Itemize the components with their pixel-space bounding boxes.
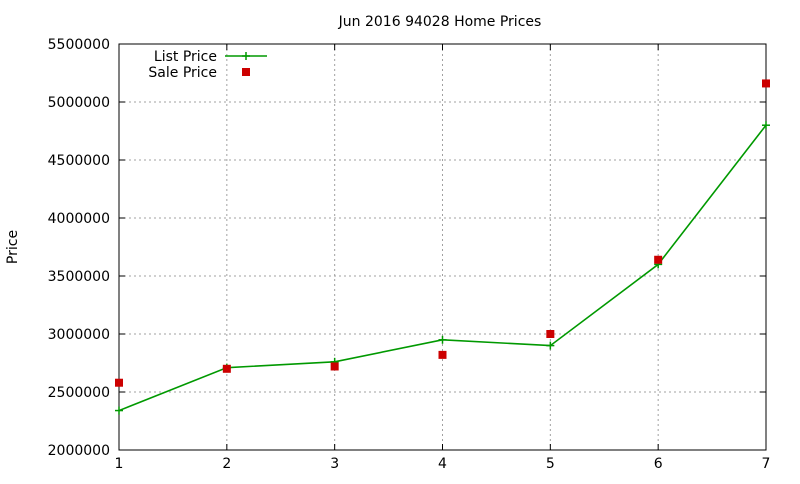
data-point-square — [330, 362, 339, 371]
y-tick-label: 4000000 — [48, 211, 110, 227]
data-point-square — [654, 255, 663, 264]
series — [115, 79, 770, 415]
series-sale-price — [115, 79, 770, 387]
data-point-square — [762, 79, 770, 88]
data-point-square — [242, 68, 250, 76]
series-line — [118, 124, 767, 412]
axes: 1 2 3 4 5 6 7 2000000 2500000 3000000 3500000 40000… — [48, 37, 771, 472]
y-tick-label: 5000000 — [48, 95, 110, 111]
data-point-square — [115, 378, 123, 387]
chart-title: Jun 2016 94028 Home Prices — [338, 14, 542, 30]
legend-label: Sale Price — [148, 65, 217, 81]
x-tick-label: 3 — [330, 456, 339, 472]
data-point-plus — [546, 341, 555, 350]
data-point-square — [438, 350, 447, 359]
x-tick-label: 6 — [654, 456, 663, 472]
data-point-plus — [242, 52, 250, 60]
y-tick-label: 2000000 — [48, 443, 110, 459]
data-point-plus — [438, 335, 447, 344]
x-tick-label: 5 — [546, 456, 555, 472]
y-tick-label: 3500000 — [48, 269, 110, 285]
grid — [119, 44, 766, 450]
legend-entry: List Price — [154, 49, 267, 65]
y-tick-label: 5500000 — [48, 37, 110, 53]
legend-label: List Price — [154, 49, 217, 65]
y-tick-label: 3000000 — [48, 327, 110, 343]
data-point-plus — [762, 121, 770, 130]
x-tick-label: 7 — [762, 456, 771, 472]
x-tick-label: 1 — [115, 456, 124, 472]
legend-entry: Sale Price — [148, 65, 250, 81]
x-tick-label: 4 — [438, 456, 447, 472]
y-tick-label: 2500000 — [48, 385, 110, 401]
y-tick-label: 4500000 — [48, 153, 110, 169]
y-axis-label: Price — [5, 230, 21, 264]
data-point-plus — [115, 406, 123, 415]
data-point-square — [222, 364, 231, 373]
x-tick-label: 2 — [222, 456, 231, 472]
data-point-square — [546, 330, 555, 338]
